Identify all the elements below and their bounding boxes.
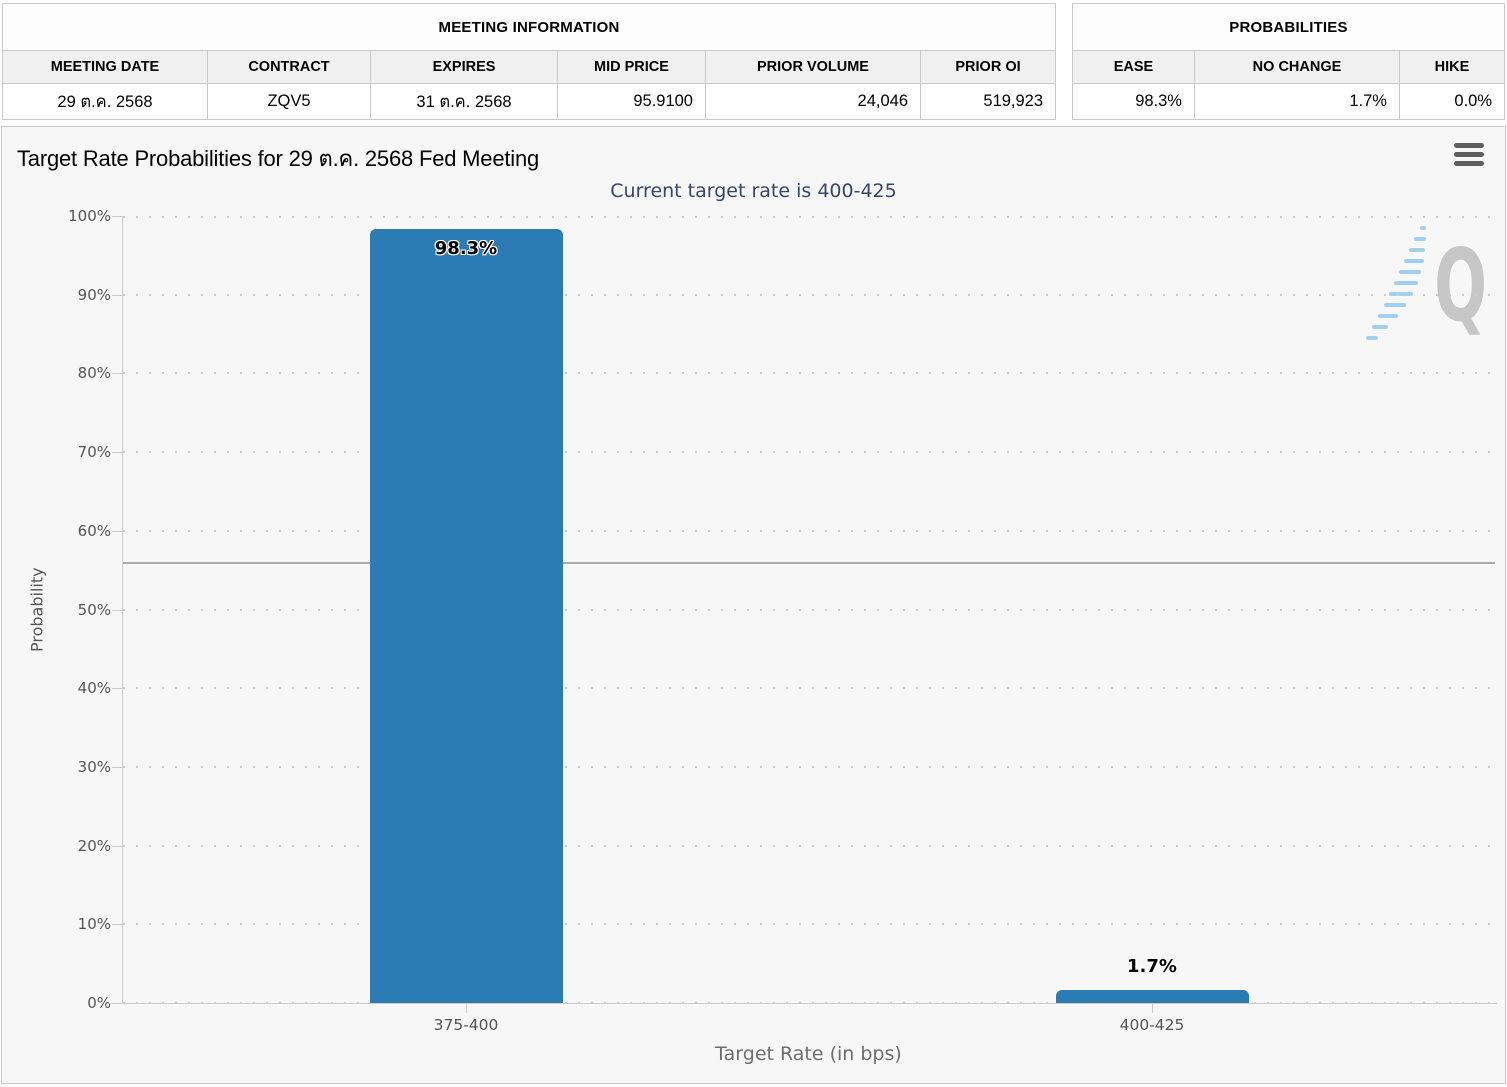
column-header-mid-price: MID PRICE [557,50,706,84]
y-gridline [123,293,1495,296]
prior-volume-value: 24,046 [705,83,921,120]
column-header-meeting-date: MEETING DATE [2,50,208,84]
column-header-no-change: NO CHANGE [1193,50,1400,84]
meeting-information-row: 29 ต.ค. 2568 ZQV5 31 ต.ค. 2568 95.9100 2… [2,83,1057,120]
y-gridline [123,765,1495,768]
y-axis-tick [112,294,123,296]
column-header-expires: EXPIRES [370,50,558,84]
y-axis-label: 60% [77,521,111,540]
probabilities-row: 98.3% 1.7% 0.0% [1071,83,1506,120]
column-header-ease: EASE [1071,50,1195,84]
x-axis-label: 400-425 [1119,1016,1185,1034]
contract-value: ZQV5 [207,83,371,120]
y-gridline [123,687,1495,690]
bar-data-label: 98.3% [434,238,498,260]
probability-bar[interactable] [369,229,563,1003]
no-change-value: 1.7% [1193,83,1400,120]
x-axis-title: Target Rate (in bps) [715,1043,902,1065]
bar-data-label: 1.7% [1127,955,1177,977]
y-axis-tick [112,530,123,532]
x-axis-tick [466,1003,467,1013]
chart-context-menu-button[interactable] [1453,143,1485,171]
column-header-prior-oi: PRIOR OI [919,50,1057,84]
y-axis-label: 0% [87,994,111,1012]
y-gridline [123,216,1495,218]
watermark-q-letter: Q [1434,227,1487,344]
y-gridline [123,608,1495,611]
hamburger-menu-icon [1453,143,1485,166]
y-gridline [123,529,1495,532]
y-axis-label: 10% [77,915,111,934]
y-axis-label: 100% [68,207,111,225]
y-axis-label: 20% [77,836,111,855]
y-axis-tick [112,216,123,217]
quikstrike-watermark: Q [1356,224,1491,359]
current-rate-reference-line [123,562,1495,565]
y-axis-tick [112,452,123,454]
meeting-information-title: MEETING INFORMATION [1,3,1057,51]
ease-value: 98.3% [1071,83,1195,120]
y-axis-tick [112,609,123,611]
y-gridline [123,923,1495,926]
probabilities-table: PROBABILITIES EASE NO CHANGE HIKE 98.3% … [1071,3,1506,120]
y-gridline [123,451,1495,454]
meeting-date-value: 29 ต.ค. 2568 [2,83,208,120]
y-axis-label: 70% [77,443,111,462]
y-axis-tick [112,845,123,847]
mid-price-value: 95.9100 [557,83,706,120]
plot-area: Q 0% 10% 20% 30% 40% 50% 60% 70% 80% 90% 100% 98.3%… [68,207,1495,1034]
y-axis-tick [112,373,123,375]
y-gridline [123,844,1495,847]
y-axis-label: 90% [77,285,111,304]
y-gridline [123,1002,1495,1004]
expires-value: 31 ต.ค. 2568 [370,83,558,120]
column-header-contract: CONTRACT [207,50,371,84]
y-gridline [123,372,1495,375]
meeting-information-table: MEETING INFORMATION MEETING DATE CONTRAC… [1,3,1057,120]
y-axis-label: 40% [77,679,111,698]
probabilities-title: PROBABILITIES [1071,3,1506,51]
prior-oi-value: 519,923 [919,83,1057,120]
chart-subtitle: Current target rate is 400-425 [610,180,897,202]
x-axis-label: 375-400 [433,1016,499,1034]
y-axis-tick [112,688,123,690]
x-axis-tick [1152,1003,1153,1013]
column-header-hike: HIKE [1398,50,1506,84]
y-axis-label: 50% [77,600,111,619]
y-axis-tick [112,766,123,768]
column-header-prior-volume: PRIOR VOLUME [705,50,921,84]
y-axis-label: 30% [77,757,111,776]
summary-tables: MEETING INFORMATION MEETING DATE CONTRAC… [0,0,1507,120]
chart-title: Target Rate Probabilities for 29 ต.ค. 25… [17,146,540,171]
hike-value: 0.0% [1398,83,1506,120]
watermark-stripes-icon [1366,226,1426,340]
fed-meeting-probability-chart: Target Rate Probabilities for 29 ต.ค. 25… [1,126,1506,1084]
y-axis-tick [112,924,123,926]
probability-bar[interactable] [1055,989,1249,1003]
y-axis-label: 80% [77,364,111,383]
